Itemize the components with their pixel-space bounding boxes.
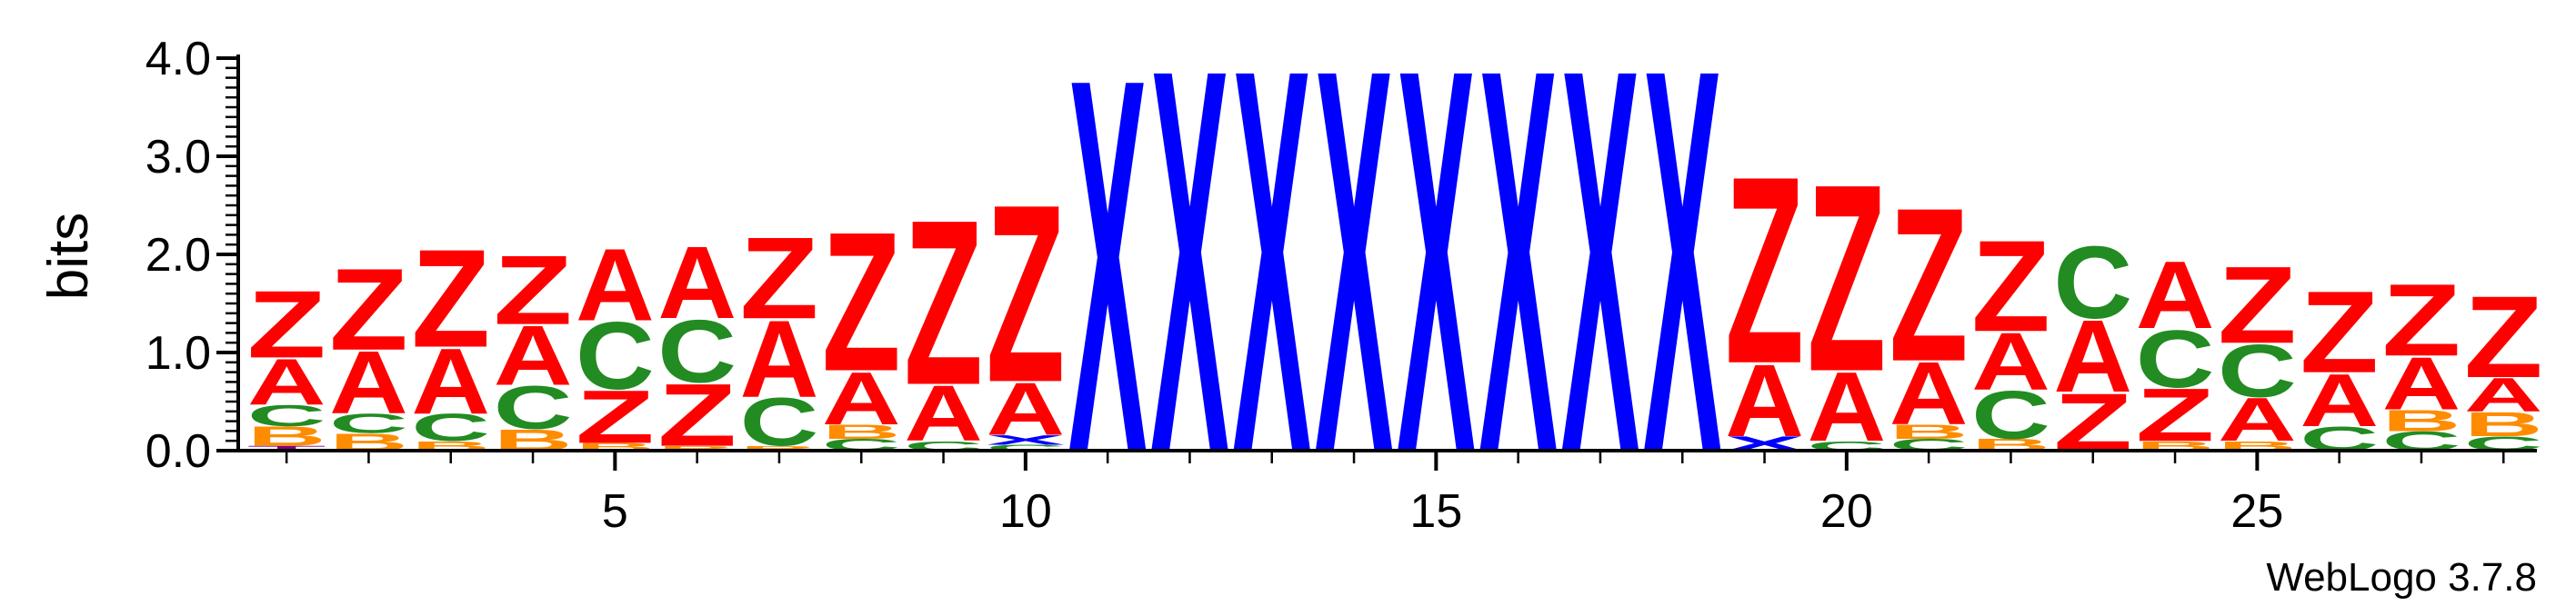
logo-glyph-z: Z (1889, 164, 1969, 408)
logo-glyph-b: B (1889, 421, 1969, 443)
weblogo-credit: WebLogo 3.7.8 (2266, 555, 2537, 600)
logo-glyph-c: C (2053, 224, 2132, 340)
logo-glyph-a: A (411, 330, 490, 433)
logo-glyph-b: B (657, 444, 737, 452)
logo-glyph-a: A (329, 333, 408, 432)
logo-glyph-z: Z (904, 171, 983, 434)
logo-glyph-x: X (1643, 0, 1722, 567)
logo-glyph-c: C (657, 301, 737, 401)
logo-glyph-z: Z (987, 153, 1066, 436)
logo-glyph-x: X (1315, 0, 1394, 567)
logo-glyph-a: A (2300, 359, 2379, 442)
logo-glyph-z: Z (1808, 128, 1887, 427)
logo-glyph-z: Z (576, 375, 655, 459)
logo-glyph-b: B (247, 421, 326, 452)
logo-glyph-x: X (1561, 0, 1640, 567)
logo-glyph-t: T (247, 444, 326, 452)
logo-glyph-c: C (987, 443, 1066, 452)
logo-glyph-z: Z (1725, 120, 1804, 419)
logo-glyph-a: A (987, 368, 1066, 452)
logo-glyph-b: B (2464, 405, 2543, 443)
y-tick-label: 3.0 (145, 131, 211, 184)
y-axis-title: bits (37, 213, 100, 300)
y-tick-label: 4.0 (145, 33, 211, 85)
x-axis: 5 10 15 20 25 (238, 449, 2537, 538)
logo-glyph-a: A (2218, 386, 2297, 454)
logo-glyph-z: Z (2464, 273, 2543, 402)
logo-glyph-c: C (494, 374, 573, 442)
logo-glyph-z: Z (2300, 268, 2379, 398)
x-tick-label: 15 (1409, 485, 1462, 538)
logo-glyph-z: Z (2136, 373, 2215, 457)
logo-glyph-z: Z (822, 192, 901, 413)
logo-glyph-a: A (904, 369, 983, 458)
logo-glyph-c: C (2136, 313, 2215, 405)
logo-glyph-c: C (576, 302, 655, 409)
logo-glyph-z: Z (329, 245, 408, 375)
logo-glyph-z: Z (2382, 262, 2461, 377)
logo-glyph-b: B (740, 444, 819, 452)
logo-glyph-b: B (822, 421, 901, 443)
logo-glyph-a: A (657, 224, 737, 340)
logo-glyph-z: Z (2218, 244, 2297, 366)
logo-glyph-a: A (1889, 343, 1969, 443)
logo-glyph-a: A (247, 346, 326, 419)
logo-glyph-c: C (740, 383, 819, 460)
logo-glyph-x: X (1478, 0, 1558, 567)
logo-glyph-c: C (2218, 330, 2297, 413)
logo-glyph-z: Z (657, 364, 737, 464)
logo-glyph-c: C (329, 408, 408, 439)
logo-glyph-a: A (1725, 343, 1804, 458)
logo-glyph-a: A (1971, 316, 2050, 408)
logo-glyph-a: A (822, 357, 901, 441)
logo-glyph-z: Z (740, 214, 819, 343)
logo-glyph-a: A (2382, 343, 2461, 426)
logo-glyph-z: Z (411, 222, 490, 377)
plot-area: TBCAZBCAZBCAZBCAZBZCABZCABCAZCBAZCAZCXAZ… (247, 0, 2543, 567)
logo-glyph-z: Z (1971, 214, 2050, 360)
logo-glyph-a: A (2464, 368, 2543, 422)
y-tick-label: 1.0 (145, 327, 211, 380)
logo-glyph-c: C (1971, 377, 2050, 453)
y-tick-label: 2.0 (145, 229, 211, 282)
logo-glyph-c: C (247, 399, 326, 432)
logo-glyph-a: A (740, 299, 819, 421)
logo-glyph-x: X (1150, 0, 1229, 567)
logo-glyph-c: C (411, 407, 490, 450)
logo-glyph-a: A (2136, 242, 2215, 349)
logo-glyph-x: X (1068, 0, 1148, 564)
logo-glyph-z: Z (247, 271, 326, 378)
logo-glyph-a: A (1808, 352, 1887, 462)
y-tick-label: 0.0 (145, 425, 211, 478)
x-tick-label: 10 (999, 485, 1052, 538)
logo-glyph-b: B (2382, 404, 2461, 438)
x-tick-label: 20 (1820, 485, 1873, 538)
y-axis: 0.0 1.0 2.0 3.0 4.0 (145, 33, 240, 478)
logo-glyph-x: X (1232, 0, 1311, 567)
logo-glyph-x: X (1397, 0, 1476, 567)
x-tick-label: 5 (602, 485, 628, 538)
logo-glyph-a: A (2053, 298, 2132, 413)
logo-glyph-a: A (576, 227, 655, 343)
logo-glyph-x: X (987, 432, 1066, 448)
logo-glyph-z: Z (494, 235, 573, 346)
x-tick-label: 25 (2230, 485, 2283, 538)
logo-glyph-a: A (494, 308, 573, 403)
